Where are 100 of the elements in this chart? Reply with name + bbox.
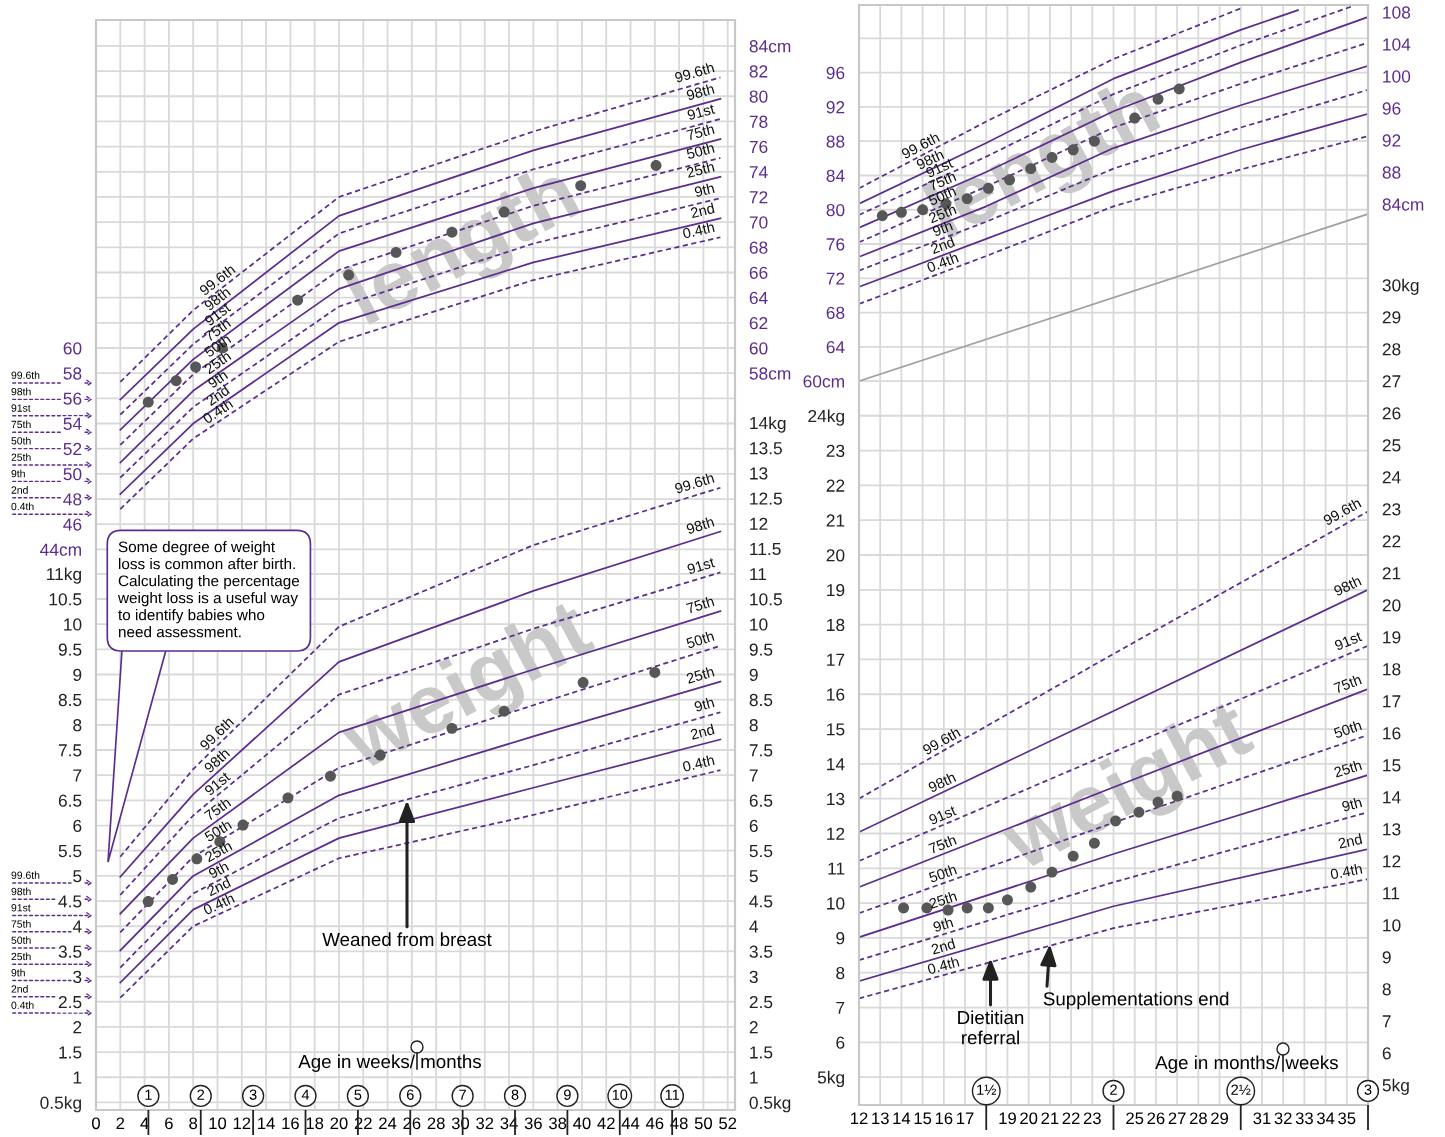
x2-tick-label: 1 bbox=[145, 1089, 152, 1100]
y-tick-label: 80 bbox=[826, 203, 845, 217]
y-tick-label: 24kg bbox=[808, 409, 844, 426]
y2-tick-label: 24 bbox=[1382, 471, 1401, 484]
y-tick-label: 2.5 bbox=[58, 995, 82, 1009]
y2-tick-label: 14kg bbox=[750, 416, 786, 433]
point bbox=[1001, 894, 1013, 906]
text: 25th bbox=[11, 952, 31, 961]
y2-tick-label: 18 bbox=[1383, 663, 1401, 676]
text: 75th bbox=[11, 920, 31, 928]
y2-tick-label: 12.5 bbox=[750, 492, 782, 505]
text: 75th bbox=[203, 796, 232, 822]
text: 50th bbox=[1333, 719, 1362, 739]
x-tick-label: 50 bbox=[694, 1117, 713, 1130]
y2-tick-label: 84cm bbox=[749, 40, 791, 53]
y-tick-label: 8 bbox=[836, 966, 845, 980]
text: 91st bbox=[11, 904, 31, 912]
y-tick-label: 54 bbox=[63, 417, 82, 430]
y2-tick-label: 2 bbox=[749, 1021, 758, 1034]
y2-tick-label: 8.5 bbox=[749, 693, 773, 707]
text: 0.4th bbox=[11, 1001, 34, 1009]
y2-tick-label: 26 bbox=[1382, 407, 1401, 420]
x-tick-label: 2 bbox=[116, 1117, 125, 1130]
y2-tick-label: 5 bbox=[749, 870, 758, 883]
y-tick-label: 5 bbox=[73, 870, 82, 883]
x2-tick-label: 2 bbox=[197, 1089, 205, 1100]
annotation: Weaned from breast bbox=[322, 932, 492, 947]
x-tick-label: 32 bbox=[476, 1117, 494, 1130]
x2-tick-label: 3 bbox=[1364, 1084, 1372, 1095]
x-tick-label: 20 bbox=[330, 1117, 348, 1130]
y2-tick-label: 60 bbox=[749, 342, 768, 355]
y2-tick-label: 13 bbox=[750, 467, 768, 480]
y2-tick-label: 10 bbox=[750, 618, 768, 631]
x2-tick-label: 1½ bbox=[977, 1084, 996, 1095]
y-tick-label: 3.5 bbox=[58, 945, 82, 958]
text: 9th bbox=[693, 696, 715, 713]
point bbox=[170, 375, 182, 387]
y-tick-label: 11kg bbox=[47, 567, 81, 584]
x2-tick-label: 2 bbox=[1110, 1084, 1117, 1095]
y-tick-label: 16 bbox=[827, 688, 845, 701]
y2-tick-label: 21 bbox=[1382, 567, 1401, 580]
y-tick-label: 84 bbox=[826, 169, 845, 182]
text: 0.4th bbox=[682, 754, 715, 772]
x-tick-label: 22 bbox=[1062, 1112, 1080, 1125]
y2-tick-label: 8 bbox=[1382, 983, 1391, 996]
text: 50th bbox=[685, 630, 715, 649]
y2-tick-label: 104 bbox=[1383, 38, 1411, 51]
point bbox=[1025, 881, 1037, 893]
x-tick-label: 31 bbox=[1253, 1112, 1271, 1125]
text: 50th bbox=[203, 819, 233, 843]
y2-tick-label: 12 bbox=[1383, 855, 1401, 868]
y-tick-label: 14 bbox=[827, 758, 845, 771]
x-tick-label: 17 bbox=[957, 1112, 974, 1125]
y-tick-label: 58 bbox=[63, 367, 82, 380]
x-tick-label: 23 bbox=[1083, 1112, 1101, 1125]
y-tick-label: 9 bbox=[836, 932, 845, 945]
x-tick-label: 0 bbox=[92, 1117, 100, 1130]
text: 0.4th bbox=[11, 502, 34, 511]
text: 98th bbox=[927, 771, 957, 793]
x-tick-label: 16 bbox=[935, 1112, 953, 1125]
x-tick-label: 4 bbox=[140, 1117, 149, 1130]
x-axis-title: Age in weeks/ months bbox=[298, 1054, 481, 1072]
point bbox=[324, 770, 336, 782]
y2-tick-label: 7.5 bbox=[749, 744, 773, 757]
y2-tick-label: 11.5 bbox=[750, 542, 781, 556]
y-tick-label: 1 bbox=[73, 1071, 82, 1084]
y-tick-label: 6 bbox=[73, 819, 82, 832]
y-tick-label: 20 bbox=[826, 549, 845, 562]
y2-tick-label: 1 bbox=[750, 1071, 758, 1084]
y2-tick-label: 28 bbox=[1382, 343, 1401, 356]
y-tick-label: 22 bbox=[826, 479, 845, 492]
y2-tick-label: 11 bbox=[750, 568, 767, 581]
point bbox=[167, 873, 178, 885]
y-tick-label: 6.5 bbox=[58, 794, 82, 807]
y-tick-label: 96 bbox=[826, 66, 845, 80]
y2-tick-label: 20 bbox=[1382, 599, 1401, 612]
y2-tick-label: 74 bbox=[749, 166, 768, 179]
x2-tick-label: 8 bbox=[511, 1089, 519, 1100]
annotation: Dietitian referral bbox=[958, 1010, 1024, 1045]
y-tick-label: 3 bbox=[73, 970, 82, 984]
y2-tick-label: 9 bbox=[749, 668, 758, 681]
x-tick-label: 46 bbox=[645, 1117, 664, 1130]
y2-tick-label: 6 bbox=[1382, 1047, 1391, 1060]
y2-tick-label: 5.5 bbox=[749, 845, 773, 858]
y2-tick-label: 92 bbox=[1382, 134, 1401, 147]
y2-tick-label: 4 bbox=[749, 920, 759, 933]
y-tick-label: 1.5 bbox=[59, 1046, 82, 1059]
text: 9th bbox=[11, 968, 25, 977]
text: 2nd bbox=[206, 876, 232, 897]
x-tick-label: 33 bbox=[1295, 1112, 1313, 1125]
point bbox=[876, 210, 888, 222]
x-tick-label: 13 bbox=[872, 1112, 889, 1125]
y-tick-label: 8.5 bbox=[58, 693, 82, 707]
y-tick-label: 10 bbox=[827, 897, 845, 910]
text: 25th bbox=[685, 665, 715, 684]
y-tick-label: 7 bbox=[73, 769, 82, 782]
x2-tick-label: 5 bbox=[354, 1089, 362, 1100]
y-tick-label: 60 bbox=[63, 342, 82, 355]
y-tick-label: 52 bbox=[63, 442, 82, 456]
text: 75th bbox=[11, 420, 31, 429]
